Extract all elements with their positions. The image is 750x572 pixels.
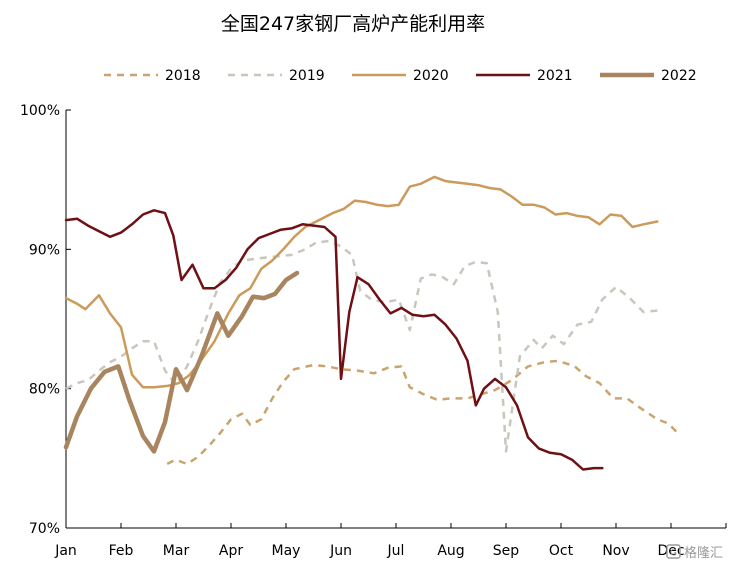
y-tick-label: 70%: [29, 521, 60, 537]
legend-label-2018: 2018: [165, 68, 201, 84]
axes: 70% 80% 90% 100% Jan Feb Mar Apr May Jun Jul Aug Sep…: [20, 103, 727, 559]
x-tick-label: Jul: [387, 543, 405, 559]
series-line-2018: [166, 359, 681, 466]
y-tick-label: 80%: [29, 382, 60, 398]
watermark: G 格隆汇: [666, 544, 723, 561]
legend-label-2022: 2022: [661, 68, 697, 84]
x-tick-label: May: [272, 543, 301, 559]
legend: 2018 2019 2020 2021 2022: [104, 68, 697, 84]
series-group: [63, 175, 681, 471]
x-tick-label: Apr: [219, 543, 243, 559]
x-tick-label: Dec: [657, 543, 684, 559]
series-line-2022: [63, 270, 300, 454]
x-tick-label: Sep: [493, 543, 520, 559]
x-tick-label: Mar: [163, 543, 190, 559]
x-tick-label: Nov: [602, 543, 629, 559]
legend-label-2020: 2020: [413, 68, 449, 84]
series-line-2019: [65, 239, 658, 453]
series-line-2020: [64, 175, 659, 389]
watermark-text: 格隆汇: [684, 545, 723, 561]
chart-title: 全国247家钢厂高炉产能利用率: [221, 13, 485, 35]
x-tick-label: Feb: [109, 543, 134, 559]
gelonghui-logo-icon: [666, 544, 681, 559]
y-tick-label: 100%: [20, 103, 60, 119]
x-tick-label: Aug: [437, 543, 464, 559]
svg-text:G: G: [670, 549, 677, 559]
x-tick-label: Jun: [329, 543, 352, 559]
legend-label-2021: 2021: [537, 68, 573, 84]
series-line-2021: [64, 209, 604, 471]
y-tick-label: 90%: [29, 242, 60, 258]
legend-label-2019: 2019: [289, 68, 325, 84]
x-tick-label: Jan: [54, 543, 77, 559]
x-tick-label: Oct: [549, 543, 574, 559]
